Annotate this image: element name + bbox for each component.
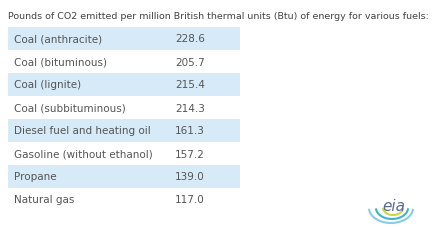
Bar [8,188,240,211]
Text: Coal (subbituminous): Coal (subbituminous) [14,103,126,113]
Text: 205.7: 205.7 [175,57,205,67]
Text: Natural gas: Natural gas [14,195,74,205]
Text: 228.6: 228.6 [175,34,205,44]
Text: Propane: Propane [14,172,57,182]
Text: 139.0: 139.0 [175,172,205,182]
Text: Pounds of CO2 emitted per million British thermal units (Btu) of energy for vari: Pounds of CO2 emitted per million Britis… [8,12,429,21]
Text: 215.4: 215.4 [175,80,205,90]
Bar [8,119,240,142]
Bar [8,51,240,74]
Text: Diesel fuel and heating oil: Diesel fuel and heating oil [14,126,151,136]
Text: 161.3: 161.3 [175,126,205,136]
Bar [8,142,240,165]
Text: Coal (anthracite): Coal (anthracite) [14,34,102,44]
Bar [8,28,240,51]
Text: 157.2: 157.2 [175,149,205,159]
Bar [8,96,240,119]
Bar [8,74,240,96]
Text: 214.3: 214.3 [175,103,205,113]
Text: Coal (lignite): Coal (lignite) [14,80,81,90]
Text: Coal (bituminous): Coal (bituminous) [14,57,107,67]
Text: Gasoline (without ethanol): Gasoline (without ethanol) [14,149,153,159]
Text: 117.0: 117.0 [175,195,205,205]
Text: eia: eia [382,198,405,213]
Bar [8,165,240,188]
